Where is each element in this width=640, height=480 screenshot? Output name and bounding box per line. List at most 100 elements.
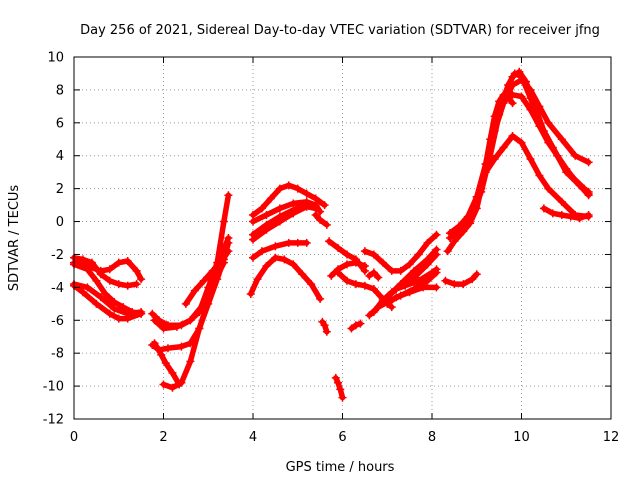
data-point [490, 122, 499, 131]
data-point [219, 217, 228, 226]
data-point [150, 316, 159, 325]
data-point [249, 230, 257, 239]
data-point [257, 204, 266, 213]
data-point [190, 286, 199, 295]
data-point [123, 257, 132, 266]
data-point [137, 275, 146, 284]
series-line [500, 92, 592, 198]
data-point [96, 266, 105, 275]
data-point [557, 135, 566, 144]
data-point [369, 285, 378, 294]
data-point [419, 283, 428, 292]
data-point [284, 238, 293, 247]
data-point [311, 202, 320, 211]
data-point [322, 220, 331, 229]
y-tick-label: -6 [51, 314, 64, 329]
data-point [275, 184, 284, 193]
data-point [168, 368, 177, 377]
data-point [123, 309, 132, 318]
data-point [472, 270, 481, 279]
data-point [334, 265, 343, 274]
data-point [342, 260, 351, 269]
data-point [557, 210, 566, 219]
data-point [539, 204, 548, 213]
data-point [83, 283, 92, 292]
data-point [186, 357, 195, 366]
data-point [414, 276, 423, 285]
data-point [584, 158, 593, 167]
data-point [168, 383, 177, 392]
data-point [544, 184, 553, 193]
data-point [320, 321, 329, 330]
data-point [517, 138, 526, 147]
data-point [360, 261, 369, 270]
data-point [481, 168, 490, 177]
data-point [132, 266, 141, 275]
series-arc-15 [249, 199, 320, 239]
data-point [342, 276, 351, 285]
series-arc-25 [347, 319, 365, 333]
data-point [499, 143, 508, 152]
data-point [463, 217, 472, 226]
data-point [316, 207, 325, 216]
data-point [224, 247, 233, 256]
data-point [316, 294, 325, 303]
data-point [311, 210, 320, 219]
data-point [289, 260, 298, 269]
series-arc-11 [181, 247, 233, 308]
data-point [163, 344, 172, 353]
data-point [114, 314, 123, 323]
data-point [92, 299, 101, 308]
y-tick-label: -10 [43, 380, 64, 395]
data-point [365, 271, 374, 280]
data-point [257, 247, 266, 256]
data-point [213, 271, 222, 280]
y-tick-label: 4 [56, 149, 64, 164]
data-point [293, 184, 302, 193]
x-tick-label: 4 [249, 430, 257, 445]
data-point [401, 281, 410, 290]
series-line [160, 259, 227, 391]
data-point [508, 131, 517, 140]
data-point [374, 273, 383, 282]
data-point [336, 385, 345, 394]
y-axis-label: SDTVAR / TECUs [7, 185, 22, 292]
data-point [365, 311, 374, 320]
data-point [360, 247, 369, 256]
data-point [148, 309, 157, 318]
data-point [293, 238, 302, 247]
data-point [369, 308, 378, 317]
series-arc-17 [246, 253, 325, 303]
series-arc-12 [249, 181, 329, 219]
data-point [378, 258, 387, 267]
data-point [334, 243, 343, 252]
x-tick-label: 0 [70, 430, 78, 445]
data-point [208, 266, 217, 275]
data-point [275, 204, 284, 213]
data-point [499, 92, 508, 101]
data-point [159, 380, 168, 389]
data-point [432, 250, 441, 259]
y-tick-label: -8 [51, 347, 64, 362]
data-point [351, 321, 360, 330]
data-point [253, 275, 262, 284]
data-point [454, 222, 463, 231]
data-point [526, 155, 535, 164]
data-series [70, 67, 593, 402]
data-point [172, 322, 181, 331]
data-point [96, 293, 105, 302]
data-point [374, 303, 383, 312]
series-arc-39 [539, 204, 593, 223]
y-tick-label: 6 [56, 116, 64, 131]
x-axis-label: GPS time / hours [286, 460, 395, 475]
data-point [262, 261, 271, 270]
data-point [383, 293, 392, 302]
x-tick-label: 2 [159, 430, 167, 445]
x-tick-label: 10 [513, 430, 530, 445]
data-point [338, 393, 347, 402]
data-point [342, 250, 351, 259]
y-tick-label: -4 [51, 281, 64, 296]
data-point [562, 164, 571, 173]
series-line [333, 375, 346, 401]
data-point [307, 280, 316, 289]
